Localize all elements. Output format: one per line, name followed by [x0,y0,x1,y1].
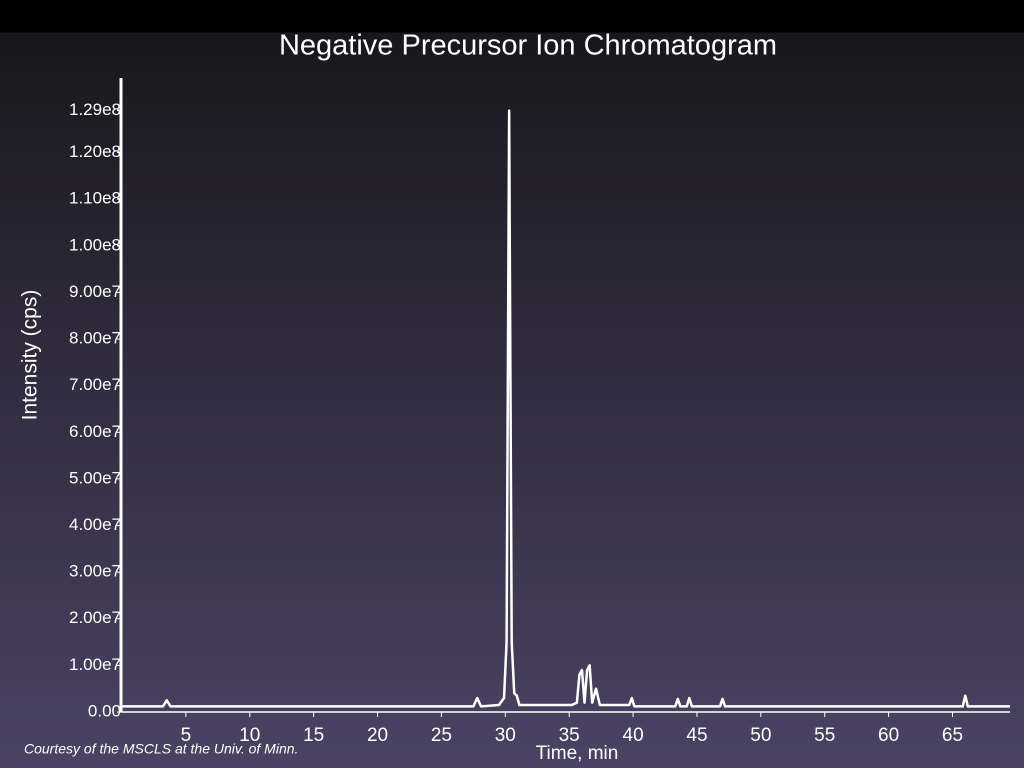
y-tick-label: 8.00e7 [69,329,121,348]
x-tick-label: 30 [495,725,516,746]
x-tick-label: 40 [623,725,644,746]
x-tick-label: 60 [878,725,899,746]
x-tick-label: 55 [814,725,835,746]
x-tick-label: 65 [942,725,963,746]
x-tick-label: 45 [686,725,707,746]
y-tick-label: 6.00e7 [69,422,121,441]
x-tick-label: 50 [750,725,771,746]
y-tick-label: 4.00e7 [69,515,121,534]
x-tick-label: 35 [559,725,580,746]
x-tick-label: 25 [431,725,452,746]
y-tick-label: 1.00e7 [69,655,121,674]
x-axis-label: Time, min [536,743,619,764]
y-tick-label: 0.00 [88,701,121,720]
y-tick-label: 1.00e8 [69,235,121,254]
y-tick-label: 9.00e7 [69,282,121,301]
chart-title: Negative Precursor Ion Chromatogram [279,30,777,62]
x-tick-label: 20 [367,725,388,746]
y-tick-label: 1.20e8 [69,142,121,161]
y-tick-label: 3.00e7 [69,562,121,581]
y-tick-label: 2.00e7 [69,608,121,627]
x-tick-label: 10 [239,725,260,746]
y-tick-label: 7.00e7 [69,375,121,394]
y-tick-label: 5.00e7 [69,468,121,487]
y-tick-label: 1.29e8 [69,100,121,119]
x-tick-label: 15 [303,725,324,746]
y-tick-label: 1.10e8 [69,189,121,208]
y-axis-label: Intensity (cps) [19,290,42,421]
x-tick-label: 5 [181,725,192,746]
source-note: Courtesy of the MSCLS at the Univ. of Mi… [24,741,298,757]
chromatogram-line [122,109,1010,708]
